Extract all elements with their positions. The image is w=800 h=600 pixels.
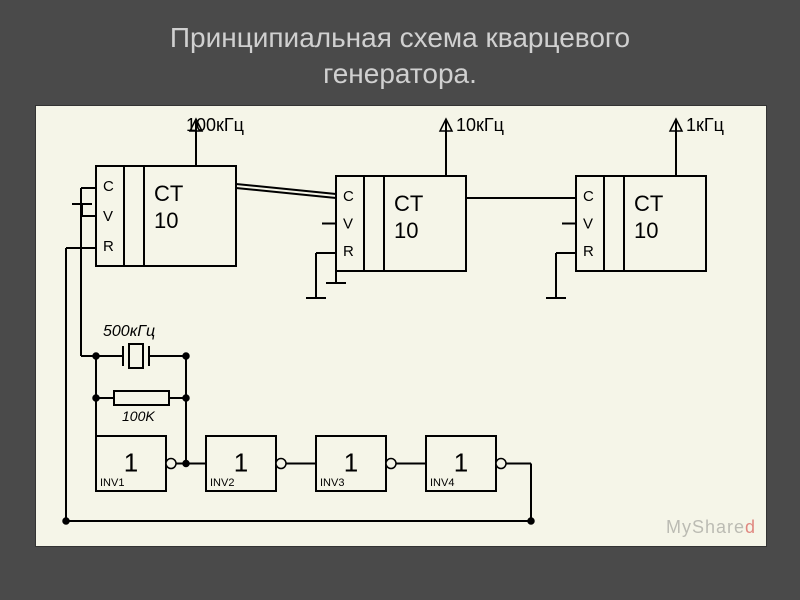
svg-text:C: C	[583, 188, 594, 205]
svg-text:C: C	[103, 178, 114, 195]
svg-text:1: 1	[124, 448, 138, 478]
svg-text:100K: 100K	[122, 408, 155, 424]
svg-text:500кГц: 500кГц	[103, 323, 155, 340]
svg-text:10: 10	[154, 208, 178, 233]
svg-text:10кГц: 10кГц	[456, 115, 504, 135]
circuit-diagram: CVRCT10100кГцCVRCT1010кГцCVRCT101кГц500к…	[35, 105, 767, 547]
svg-text:V: V	[103, 208, 113, 225]
svg-text:10: 10	[394, 218, 418, 243]
svg-text:CT: CT	[154, 181, 183, 206]
svg-text:1: 1	[344, 448, 358, 478]
watermark: MyShared	[666, 517, 756, 538]
watermark-red: d	[745, 517, 756, 537]
slide: Принципиальная схема кварцевого генерато…	[0, 0, 800, 600]
title-line-2: генератора.	[323, 58, 477, 89]
svg-text:CT: CT	[634, 191, 663, 216]
slide-title: Принципиальная схема кварцевого генерато…	[0, 0, 800, 93]
svg-text:1: 1	[454, 448, 468, 478]
watermark-text: MyShare	[666, 517, 745, 537]
svg-text:V: V	[343, 216, 353, 233]
svg-text:R: R	[103, 238, 114, 255]
title-line-1: Принципиальная схема кварцевого	[170, 22, 630, 53]
svg-text:C: C	[343, 188, 354, 205]
svg-text:1кГц: 1кГц	[686, 115, 724, 135]
svg-text:10: 10	[634, 218, 658, 243]
svg-text:INV2: INV2	[210, 477, 234, 489]
svg-text:INV1: INV1	[100, 477, 124, 489]
svg-text:INV3: INV3	[320, 477, 344, 489]
svg-text:INV4: INV4	[430, 477, 454, 489]
svg-text:R: R	[343, 243, 354, 260]
svg-text:1: 1	[234, 448, 248, 478]
svg-text:CT: CT	[394, 191, 423, 216]
svg-text:100кГц: 100кГц	[186, 115, 244, 135]
schematic-svg: CVRCT10100кГцCVRCT1010кГцCVRCT101кГц500к…	[36, 106, 766, 546]
svg-text:R: R	[583, 243, 594, 260]
svg-text:V: V	[583, 216, 593, 233]
